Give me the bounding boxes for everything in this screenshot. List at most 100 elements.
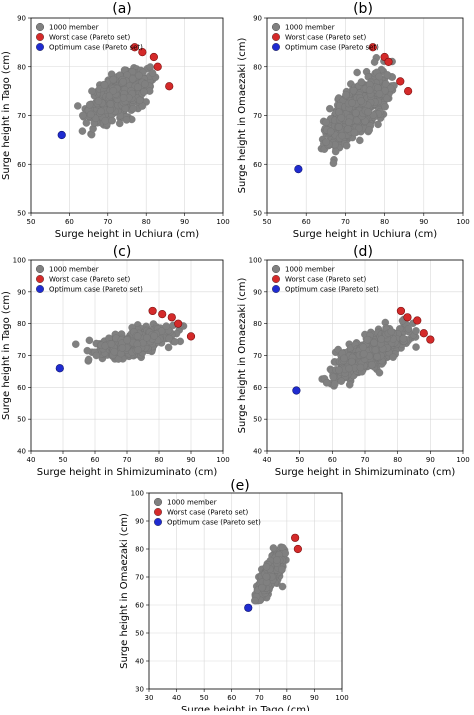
- legend: 1000 member Worst case (Pareto set) Optimu…: [272, 265, 379, 294]
- member-point: [278, 582, 287, 591]
- member-point: [148, 69, 157, 77]
- worst-case-point: [138, 48, 147, 57]
- y-tick-label: 70: [253, 112, 262, 120]
- member-cloud: [318, 315, 420, 390]
- legend-marker: [36, 285, 45, 294]
- legend-entry: 1000 member: [49, 266, 99, 274]
- member-point: [269, 544, 278, 552]
- legend-marker: [272, 265, 281, 274]
- legend-entry: Worst case (Pareto set): [285, 34, 367, 42]
- y-tick-label: 90: [253, 15, 262, 23]
- member-point: [171, 338, 179, 346]
- member-cloud: [74, 63, 160, 139]
- member-point: [331, 380, 339, 388]
- legend-entry: Optimum case (Pareto set): [285, 44, 379, 52]
- worst-case-point: [396, 306, 406, 316]
- y-tick-label: 70: [135, 574, 144, 582]
- x-tick-label: 70: [341, 218, 350, 226]
- worst-case-point: [148, 306, 157, 316]
- member-point: [365, 86, 374, 94]
- y-tick-label: 80: [253, 320, 262, 328]
- legend-marker: [153, 518, 162, 527]
- x-axis-label: Surge height in Tago (cm): [181, 705, 310, 711]
- member-point: [356, 363, 365, 372]
- worst-case-point: [404, 87, 413, 96]
- member-point: [72, 340, 80, 348]
- plot-frame: [148, 492, 343, 690]
- worst-case-point: [384, 57, 393, 66]
- member-point: [150, 332, 158, 340]
- member-point: [360, 350, 368, 358]
- worst-case-point: [396, 77, 405, 86]
- member-point: [100, 81, 109, 89]
- member-point: [337, 377, 346, 385]
- member-point: [350, 128, 359, 137]
- worst-case-point: [291, 533, 300, 542]
- x-tick-label: 100: [216, 218, 229, 226]
- member-point: [108, 116, 116, 125]
- member-point: [353, 116, 361, 125]
- y-tick-label: 100: [13, 257, 26, 265]
- x-tick-label: 60: [227, 694, 236, 702]
- member-point: [110, 347, 119, 356]
- member-point: [348, 99, 356, 107]
- member-point: [364, 108, 372, 116]
- y-axis-label: Surge height in Omaezaki (cm): [237, 38, 248, 194]
- member-point: [134, 83, 142, 91]
- worst-case-point: [130, 43, 139, 52]
- member-point: [122, 116, 131, 124]
- x-axis-label: Surge height in Uchiura (cm): [293, 229, 437, 240]
- member-point: [381, 102, 389, 111]
- y-tick-label: 70: [253, 352, 262, 360]
- x-axis-label: Surge height in Shimizuminato (cm): [275, 467, 456, 478]
- member-point: [135, 71, 143, 80]
- member-point: [74, 102, 82, 110]
- member-point: [357, 97, 365, 105]
- y-tick-label: 90: [253, 288, 262, 296]
- member-point: [97, 107, 105, 116]
- optimum-case-point: [55, 364, 64, 373]
- x-tick-label: 40: [172, 694, 181, 702]
- x-tick-label: 100: [216, 456, 229, 464]
- member-point: [399, 334, 408, 343]
- legend-marker: [36, 265, 45, 274]
- legend-marker: [272, 33, 281, 42]
- x-tick-label: 100: [456, 218, 469, 226]
- member-point: [141, 80, 149, 88]
- legend-entry: Worst case (Pareto set): [49, 34, 131, 42]
- legend-marker: [272, 275, 281, 284]
- legend-marker: [36, 23, 45, 32]
- legend-entry: 1000 member: [285, 24, 335, 32]
- worst-case-point: [403, 313, 412, 322]
- x-tick-label: 100: [456, 456, 469, 464]
- worst-case-point: [174, 319, 183, 328]
- legend-marker: [272, 285, 281, 294]
- member-point: [143, 333, 151, 342]
- y-axis-label: Surge height in Omaezaki (cm): [119, 513, 130, 669]
- member-point: [329, 159, 338, 168]
- y-tick-label: 50: [253, 416, 262, 424]
- member-point: [134, 346, 142, 354]
- member-point: [331, 147, 340, 156]
- x-tick-label: 70: [255, 694, 264, 702]
- y-tick-label: 90: [17, 15, 26, 23]
- member-point: [164, 343, 173, 352]
- y-tick-label: 40: [253, 448, 262, 456]
- legend-entry: Worst case (Pareto set): [167, 509, 249, 517]
- legend-marker: [272, 23, 281, 32]
- member-point: [340, 354, 348, 363]
- member-point: [370, 338, 378, 347]
- legend-entry: Optimum case (Pareto set): [49, 44, 143, 52]
- y-tick-label: 80: [135, 546, 144, 554]
- x-tick-label: 100: [335, 694, 348, 702]
- y-tick-label: 80: [253, 63, 262, 71]
- worst-case-point: [293, 544, 302, 554]
- member-point: [107, 340, 116, 348]
- x-tick-label: 90: [187, 456, 196, 464]
- worst-case-point: [426, 335, 435, 344]
- legend-entry: Optimum case (Pareto set): [49, 286, 143, 294]
- x-tick-label: 60: [328, 456, 337, 464]
- worst-case-point: [368, 43, 377, 52]
- member-point: [123, 336, 131, 344]
